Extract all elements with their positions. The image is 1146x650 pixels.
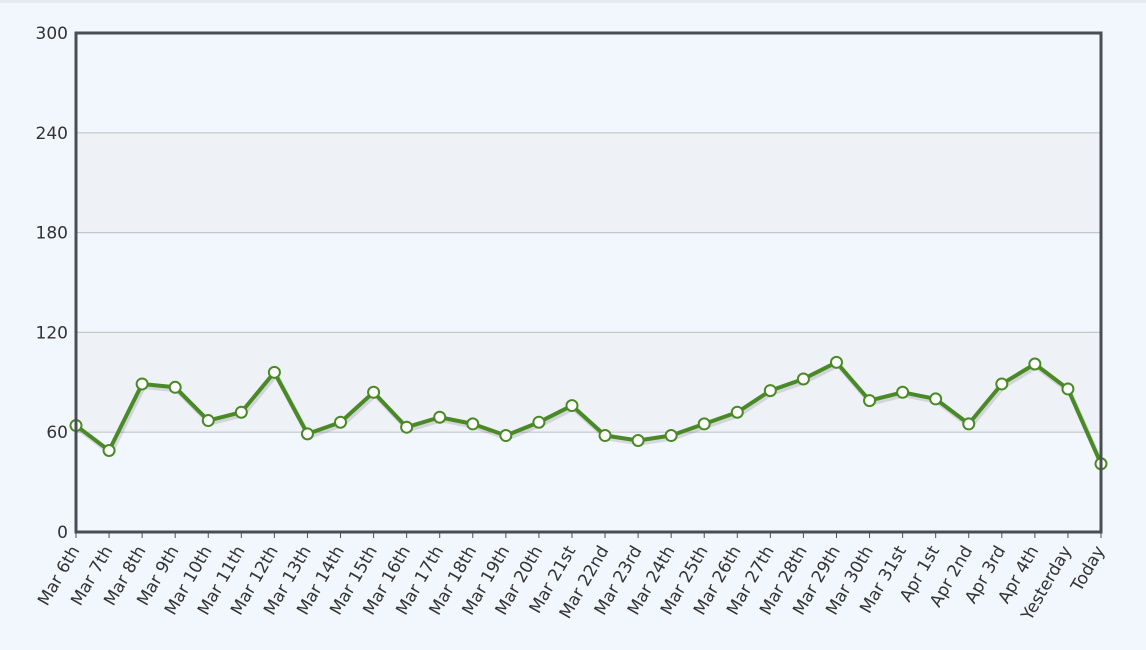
data-point bbox=[433, 410, 447, 424]
data-point bbox=[929, 392, 943, 406]
plot-background bbox=[76, 33, 1101, 532]
data-point bbox=[565, 399, 579, 413]
x-tick-label: Today bbox=[1067, 543, 1109, 596]
data-point bbox=[763, 384, 777, 398]
data-point bbox=[102, 443, 116, 457]
data-point bbox=[499, 429, 513, 443]
data-point bbox=[1028, 357, 1042, 371]
y-tick-label: 240 bbox=[36, 124, 68, 144]
data-point bbox=[234, 405, 248, 419]
data-point bbox=[400, 420, 414, 434]
data-point bbox=[300, 427, 314, 441]
data-point bbox=[135, 377, 149, 391]
data-point bbox=[631, 434, 645, 448]
data-point bbox=[532, 415, 546, 429]
data-point bbox=[267, 365, 281, 379]
y-tick-label: 180 bbox=[36, 224, 68, 244]
data-point bbox=[796, 372, 810, 386]
data-point bbox=[168, 380, 182, 394]
data-point bbox=[1061, 382, 1075, 396]
y-tick-label: 60 bbox=[46, 423, 68, 443]
top-divider bbox=[0, 0, 1146, 3]
grid-band bbox=[76, 132, 1101, 233]
y-tick-label: 0 bbox=[57, 523, 68, 543]
data-point bbox=[466, 417, 480, 431]
data-point bbox=[995, 377, 1009, 391]
data-point bbox=[598, 429, 612, 443]
data-point bbox=[896, 385, 910, 399]
y-tick-label: 120 bbox=[36, 323, 68, 343]
data-point bbox=[962, 417, 976, 431]
data-point bbox=[367, 385, 381, 399]
plot-frame bbox=[74, 31, 1103, 534]
data-point bbox=[334, 415, 348, 429]
data-point bbox=[730, 405, 744, 419]
data-point bbox=[664, 429, 678, 443]
data-point bbox=[697, 417, 711, 431]
data-point bbox=[201, 414, 215, 428]
data-point bbox=[863, 394, 877, 408]
data-point bbox=[829, 355, 843, 369]
y-tick-label: 300 bbox=[36, 24, 68, 44]
